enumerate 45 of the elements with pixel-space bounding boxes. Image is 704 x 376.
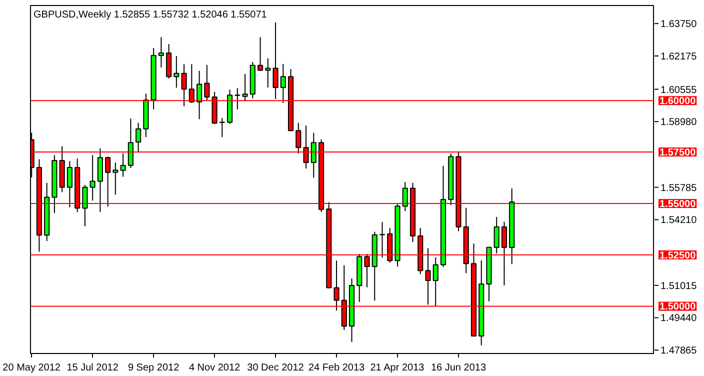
x-tick-label: 20 May 2012 [2, 362, 61, 374]
ref-line-label: 1.57500 [660, 148, 696, 159]
ref-line-label: 1.52500 [660, 250, 696, 262]
candlestick [196, 70, 202, 120]
ref-line-label: 1.50000 [660, 302, 696, 313]
candlestick [112, 162, 118, 196]
y-tick-label: 1.60555 [660, 84, 698, 96]
candlestick [265, 58, 271, 88]
candlestick [310, 132, 316, 178]
candlestick [280, 64, 286, 104]
candlestick [158, 36, 164, 68]
candlestick [166, 44, 172, 79]
candlestick [432, 256, 438, 307]
y-tick-label: 1.54210 [660, 215, 698, 226]
y-tick-label: 1.51015 [660, 280, 698, 292]
y-tick-label: 1.58980 [660, 117, 698, 128]
candlestick [402, 182, 408, 212]
candlestick [494, 216, 500, 254]
candlestick [97, 148, 103, 213]
x-tick-label: 4 Nov 2012 [188, 362, 241, 374]
y-tick-label: 1.49440 [660, 313, 698, 324]
ref-line-label: 1.60000 [660, 96, 696, 108]
x-tick-label: 15 Jul 2012 [66, 362, 119, 374]
x-tick-label: 21 Apr 2013 [370, 362, 425, 374]
candlestick [234, 88, 240, 110]
candlestick [66, 160, 72, 208]
x-tick-label: 16 Jun 2013 [430, 362, 486, 374]
y-tick-label: 1.63750 [660, 19, 698, 30]
x-tick-label: 24 Feb 2013 [308, 362, 366, 374]
x-tick-label: 30 Dec 2012 [247, 362, 304, 374]
candlestick [90, 154, 96, 202]
candlestick [242, 73, 248, 102]
candlestick [174, 56, 180, 88]
y-tick-label: 1.62175 [660, 51, 698, 62]
candlestick [219, 117, 225, 138]
candlestick [82, 184, 88, 227]
ref-line-label: 1.55000 [660, 198, 696, 210]
candlestick [128, 118, 134, 169]
candlestick [257, 36, 264, 72]
x-tick-label: 9 Sep 2012 [128, 362, 180, 374]
y-tick-label: 1.47865 [660, 346, 698, 357]
candlestick [136, 122, 142, 153]
y-tick-label: 1.55785 [660, 182, 698, 194]
chart-title: GBPUSD,Weekly 1.52855 1.55732 1.52046 1.55071 [34, 10, 268, 20]
candlestick [120, 152, 126, 178]
